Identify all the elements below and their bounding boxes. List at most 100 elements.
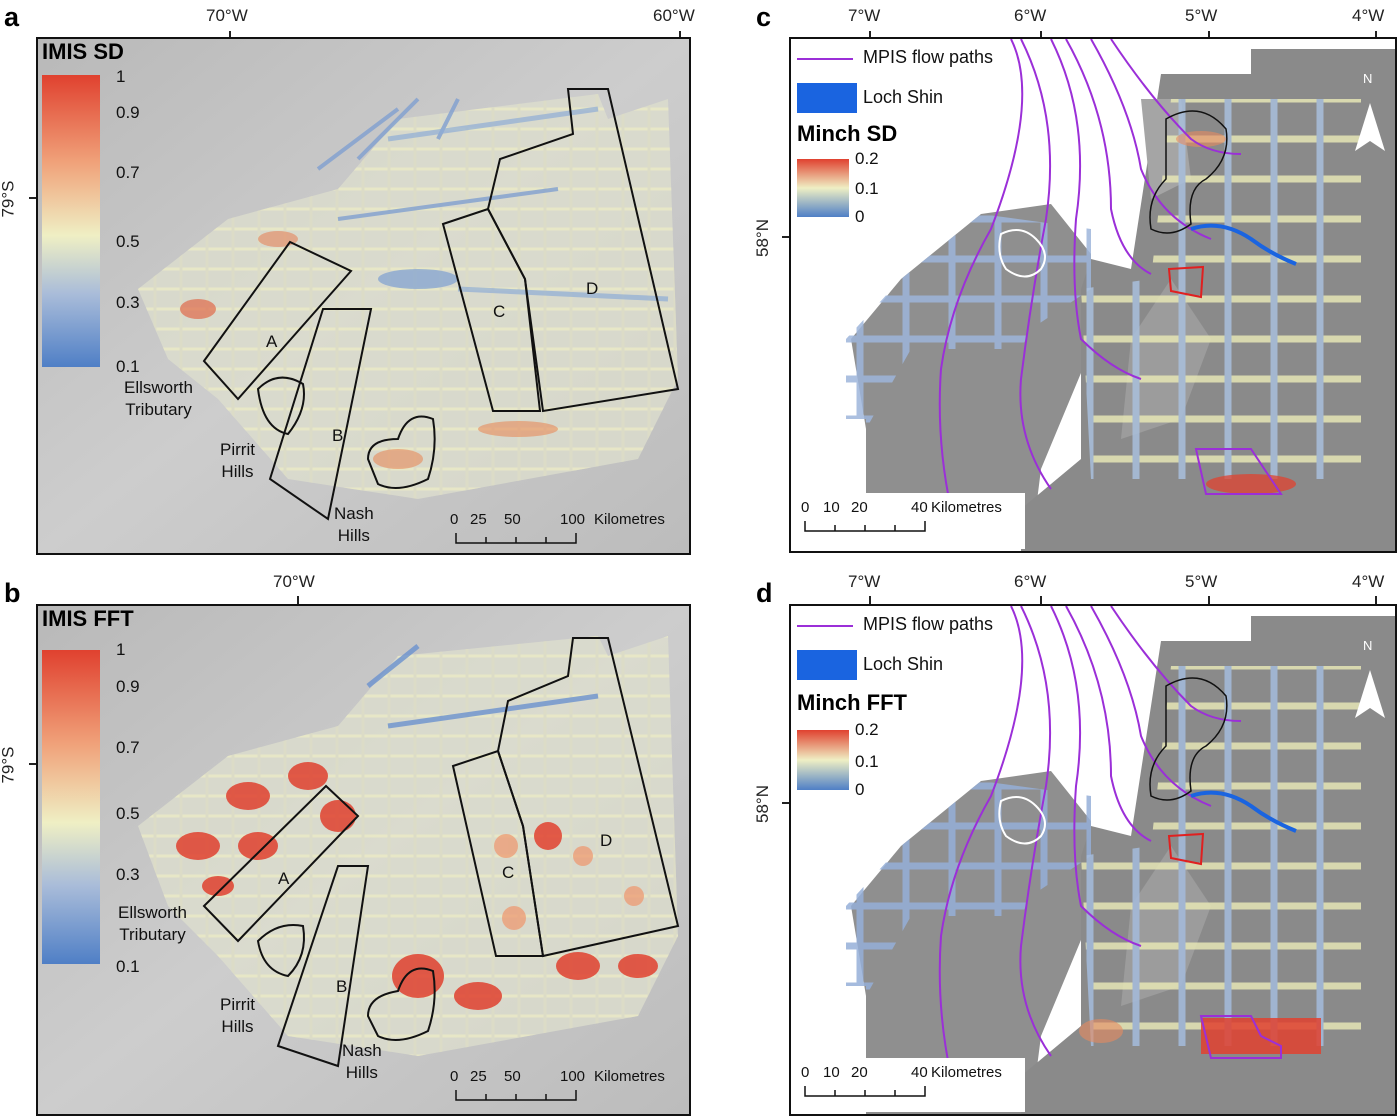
tick [1375,596,1377,604]
black-outline [1149,110,1228,234]
scalebar-units: Kilometres [931,499,1002,516]
tick [1040,596,1042,604]
latitude-label: 79°S [0,180,18,218]
place-label-nash: Nash Hills [342,1041,382,1082]
region-outlines [202,637,680,1068]
place-label-nash: Nash Hills [334,504,374,545]
tick [297,596,299,604]
flow-paths [938,606,1282,1077]
scalebar-units: Kilometres [594,511,665,528]
region-label-b: B [336,977,348,996]
region-b-outline [276,865,370,1068]
north-label: N [1363,71,1373,86]
scalebar-units: Kilometres [594,1068,665,1085]
pirrit-hills-outline [256,924,305,978]
tick [679,31,681,39]
tick [869,31,871,39]
scalebar-tick-label: 50 [504,1068,521,1085]
high-value-area [1206,474,1296,494]
tick [1040,31,1042,39]
pirrit-hills-outline [256,376,305,436]
legend-title: Minch SD [797,121,898,146]
loch-shin [1190,790,1297,833]
legend-value: 0.7 [116,738,140,757]
longitude-label: 7°W [848,6,881,25]
place-label-ellsworth: Ellsworth Tributary [118,903,187,944]
nash-hills-outline [366,415,436,489]
legend-value: 0.5 [116,804,140,823]
latitude-label: 58°N [752,219,772,257]
region-c-outline [441,207,542,412]
nash-hills-outline [366,967,436,1041]
legend-value: 0 [855,780,865,799]
scalebar-tick-label: 0 [450,1068,459,1085]
scalebar-units: Kilometres [931,1064,1002,1081]
map-canvas [38,39,689,553]
map-frame: MPIS flow paths Loch Shin Minch FFT 0.2 … [789,604,1397,1116]
loch-shin-swatch [797,83,857,113]
tick [782,236,790,238]
scalebar-tick-label: 20 [851,1064,868,1081]
map-frame: IMIS SD 1 0.9 0.7 0.5 0.3 0.1 A B C D El… [36,37,691,555]
region-label-c: C [502,863,515,882]
legend-colorbar [797,730,849,790]
region-b-outline [268,308,373,521]
longitude-label: 5°W [1185,6,1218,25]
legend-item-label: MPIS flow paths [863,47,994,67]
legend-value: 1 [116,67,126,86]
region-label-d: D [600,831,613,850]
scalebar-tick-label: 0 [801,499,810,516]
scalebar-tick-label: 100 [560,1068,586,1085]
legend-colorbar [42,75,100,367]
legend-value: 0.9 [116,103,140,122]
latitude-label: 79°S [0,746,18,784]
scalebar-tick-label: 40 [911,1064,928,1081]
legend-item-label: Loch Shin [863,87,944,107]
legend-value: 0.3 [116,293,140,312]
legend-title: IMIS SD [42,39,124,64]
legend-value: 1 [116,640,126,659]
legend-value: 0.3 [116,865,140,884]
scalebar-tick-label: 20 [851,499,868,516]
legend-value: 0.7 [116,163,140,182]
longitude-label: 4°W [1352,6,1385,25]
legend-colorbar [797,159,849,217]
tick [1208,31,1210,39]
scalebar: 0 10 20 40 Kilometres [795,493,1025,549]
map-canvas [846,39,1395,551]
legend-value: 0.1 [116,357,140,376]
region-d-outline [496,637,680,958]
longitude-label: 5°W [1185,572,1218,591]
longitude-label: 6°W [1014,572,1047,591]
longitude-label: 70°W [273,572,315,591]
scalebar-tick-label: 100 [560,511,586,528]
longitude-label: 60°W [653,6,695,25]
region-outlines [202,88,680,521]
legend-value: 0.9 [116,677,140,696]
scalebar-tick-label: 10 [823,1064,840,1081]
longitude-label: 7°W [848,572,881,591]
place-label-pirrit: Pirrit Hills [220,440,255,481]
tick [29,763,37,765]
survey-grid [846,99,1361,479]
white-outline [998,229,1046,278]
survey-grid [846,666,1361,1046]
region-label-b: B [332,426,344,445]
white-outline [998,796,1046,845]
panel-letter: a [4,2,20,32]
map-frame: MPIS flow paths Loch Shin Minch SD 0.2 0… [789,37,1397,553]
red-outline [1167,832,1205,866]
legend-title: Minch FFT [797,690,907,715]
legend-value: 0 [855,207,865,226]
red-outline [1167,265,1205,299]
scalebar-tick-label: 10 [823,499,840,516]
region-label-c: C [493,302,506,321]
scalebar-tick-label: 50 [504,511,521,528]
scalebar-tick-label: 0 [801,1064,810,1081]
flow-path-swatch [797,625,853,627]
region-a-outline [202,784,360,943]
scalebar: 0 10 20 40 Kilometres [795,1058,1025,1112]
tick [1208,596,1210,604]
legend-value: 0.1 [855,179,879,198]
high-value-area [1176,131,1226,147]
